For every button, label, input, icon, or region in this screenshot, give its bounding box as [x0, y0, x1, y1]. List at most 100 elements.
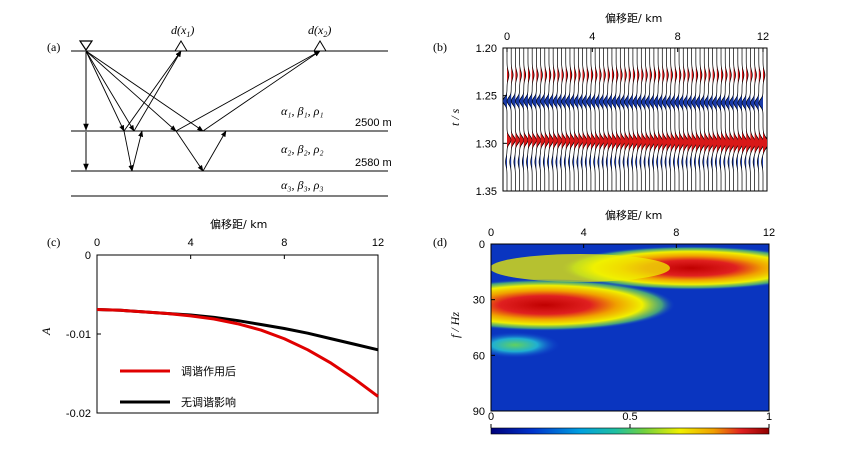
- panel-a: (a) d(x1) d(x2): [47, 23, 392, 197]
- seismic-trace: [561, 48, 571, 191]
- panel-c-x-ticks: 0 4 8 12: [94, 237, 384, 259]
- panel-d-y-ticks: 0 30 60 90: [473, 239, 495, 418]
- seismic-trace: [758, 48, 767, 191]
- x-tick-label: 12: [372, 237, 384, 249]
- panel-b-x-ticks: 0 4 8 12: [504, 31, 769, 52]
- seismic-trace: [624, 48, 634, 191]
- panel-b: (b) 偏移距/ km 0 4 8 12 1.20 1.25 1.30 1.35 t / s: [433, 11, 769, 198]
- seismic-trace: [741, 48, 752, 191]
- seismic-trace: [750, 48, 761, 191]
- y-tick-label: 0: [479, 239, 485, 251]
- receiver-2-icon: [313, 40, 327, 52]
- seismic-trace: [653, 48, 664, 191]
- panel-d-label: (d): [433, 235, 447, 249]
- y-tick-label: -0.01: [66, 329, 91, 341]
- source-icon: [78, 40, 94, 52]
- x-tick-label: 8: [281, 237, 287, 249]
- x-tick-label: 4: [589, 31, 595, 43]
- seismic-trace: [645, 48, 655, 191]
- seismic-trace: [682, 48, 693, 191]
- seismic-trace: [611, 48, 622, 191]
- receiver-1-icon: [174, 40, 188, 52]
- panel-c: (c) 偏移距/ km 0 4 8 12 0 -0.01 -0.02 A 调谐作用后 无调…: [39, 217, 384, 420]
- seismic-trace: [729, 48, 740, 191]
- y-tick-label: 1.30: [476, 138, 497, 150]
- seismic-trace: [699, 48, 710, 191]
- x-tick-label: 0: [94, 237, 100, 249]
- x-tick-label: 12: [763, 227, 775, 239]
- y-tick-label: 1.20: [476, 43, 497, 55]
- seismic-trace: [737, 48, 748, 191]
- seismic-trace: [527, 48, 537, 191]
- colorbar-tick-label: 0: [488, 411, 494, 423]
- seismic-trace: [540, 48, 550, 191]
- panel-b-frame: [502, 47, 768, 192]
- seismic-trace: [523, 48, 533, 191]
- panel-c-frame: [96, 254, 379, 414]
- seismic-trace: [594, 48, 605, 191]
- y-tick-label: 0: [85, 250, 91, 262]
- panel-c-series: [96, 308, 379, 398]
- panel-c-label: (c): [47, 235, 60, 249]
- seismic-trace: [544, 48, 554, 191]
- colorbar-tick-label: 1: [766, 411, 772, 423]
- seismic-trace: [598, 48, 609, 191]
- seismic-trace: [724, 48, 736, 191]
- y-tick-label: 60: [473, 350, 485, 362]
- panel-b-ylabel: t / s: [448, 108, 462, 126]
- seismic-trace: [695, 48, 706, 191]
- legend-red-label: 调谐作用后: [181, 364, 236, 378]
- series-line-untuned: [96, 308, 379, 352]
- seismic-trace: [619, 48, 630, 191]
- seismic-trace: [636, 48, 647, 191]
- seismic-trace: [703, 48, 714, 191]
- panel-d-ylabel: f / Hz: [448, 312, 462, 338]
- y-tick-label: 30: [473, 295, 485, 307]
- seismic-trace: [569, 48, 580, 191]
- seismic-trace: [590, 48, 601, 191]
- x-tick-label: 8: [673, 227, 679, 239]
- seismic-trace: [712, 48, 723, 191]
- ray-paths: [85, 50, 321, 172]
- receiver-2-label: d(x2): [308, 23, 331, 39]
- y-tick-label: 1.35: [476, 186, 497, 198]
- seismic-trace: [615, 48, 626, 191]
- seismic-trace: [586, 48, 596, 191]
- panel-b-xlabel: 偏移距/ km: [605, 11, 662, 25]
- seismic-trace: [565, 48, 575, 191]
- layer-3-params: α₃, β₃, ρ₃: [281, 178, 324, 192]
- seismic-trace: [531, 48, 542, 191]
- seismic-trace: [716, 48, 727, 191]
- x-tick-label: 4: [188, 237, 194, 249]
- seismic-trace: [603, 48, 613, 191]
- receiver-1-label: d(x1): [171, 23, 194, 39]
- legend-black-label: 无调谐影响: [181, 395, 236, 409]
- seismic-trace: [548, 48, 558, 191]
- x-tick-label: 0: [488, 227, 494, 239]
- seismic-trace: [515, 48, 525, 191]
- seismic-trace: [678, 48, 689, 191]
- colorbar-ticks: 0 0.5 1: [488, 411, 772, 428]
- panel-d-xlabel: 偏移距/ km: [605, 208, 662, 222]
- seismic-trace: [503, 48, 512, 191]
- layer-2-params: α₂, β₂, ρ₂: [281, 142, 324, 156]
- seismic-trace: [670, 48, 681, 191]
- seismic-trace: [557, 48, 567, 191]
- seismic-trace: [720, 48, 731, 191]
- seismic-trace: [661, 48, 672, 191]
- panel-c-ylabel: A: [39, 327, 53, 336]
- spectrum-image: [491, 244, 769, 411]
- panel-d-frame: [490, 243, 770, 412]
- seismic-trace: [582, 48, 592, 191]
- seismic-trace: [640, 48, 651, 191]
- panel-c-xlabel: 偏移距/ km: [210, 217, 267, 231]
- y-tick-label: 1.25: [476, 91, 497, 103]
- panel-b-label: (b): [433, 40, 447, 54]
- colorbar-tick-label: 0.5: [622, 411, 637, 423]
- seismic-trace: [687, 48, 698, 191]
- depth-1-label: 2500 m: [355, 117, 392, 129]
- x-tick-label: 8: [675, 31, 681, 43]
- x-tick-label: 0: [504, 31, 510, 43]
- seismic-traces: [503, 48, 767, 191]
